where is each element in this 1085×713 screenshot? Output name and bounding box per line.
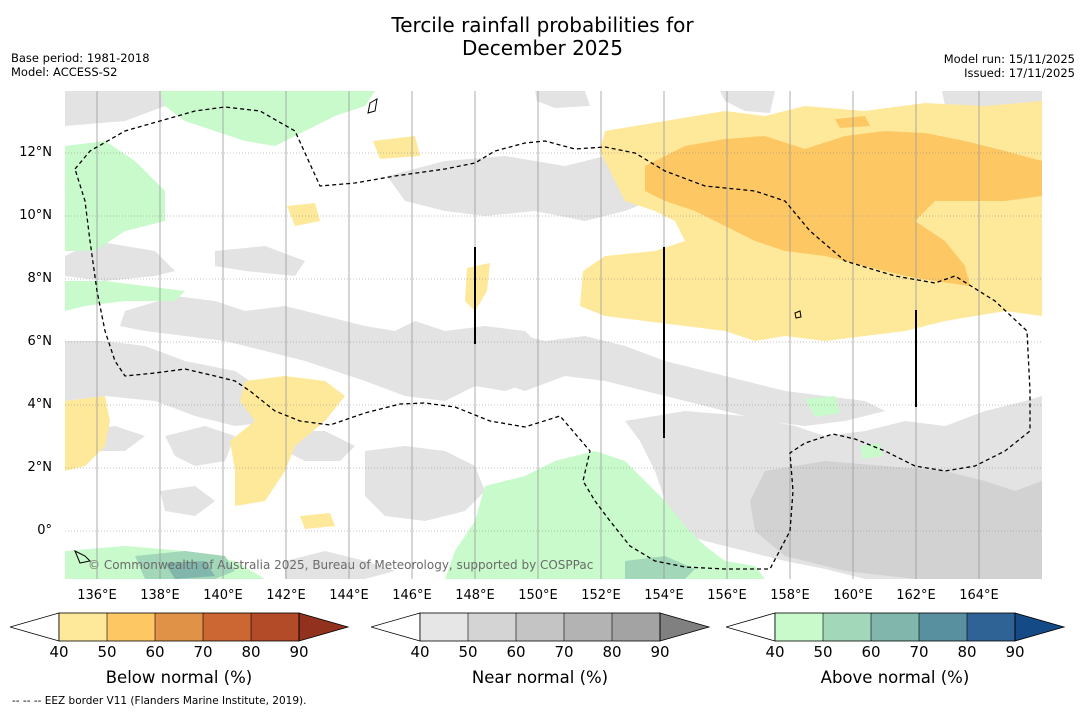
lon-label-150e: 150°E	[518, 588, 558, 603]
lat-label-2n: 2°N	[27, 460, 53, 475]
lat-label-4n: 4°N	[27, 397, 53, 412]
lon-label-158e: 158°E	[770, 588, 810, 603]
map-meridians	[96, 91, 980, 579]
cb-below-title: Below normal (%)	[105, 668, 253, 687]
cb-near-seg-1	[420, 613, 468, 641]
lon-label-162e: 162°E	[896, 588, 936, 603]
lon-label-148e: 148°E	[455, 588, 495, 603]
cb-above-seg-3	[871, 613, 919, 641]
lon-label-142e: 142°E	[266, 588, 306, 603]
cb-above-tick-60: 60	[861, 643, 881, 661]
lon-label-140e: 140°E	[203, 588, 243, 603]
cb-near-tick-70: 70	[554, 643, 574, 661]
cb-above-seg-5	[967, 613, 1015, 641]
cb-below-seg-2	[107, 613, 155, 641]
cb-above-tick-90: 90	[1005, 643, 1025, 661]
cb-below-seg-4	[203, 613, 251, 641]
footer-note: -- -- -- EEZ border V11 (Flanders Marine…	[12, 695, 307, 707]
cb-below-tick-80: 80	[241, 643, 261, 661]
cb-below-seg-0	[10, 612, 60, 642]
cb-above-seg-0	[726, 612, 776, 642]
cb-below-tick-40: 40	[49, 643, 69, 661]
cb-above-seg-4	[919, 613, 967, 641]
cb-above-tick-50: 50	[813, 643, 833, 661]
cb-near-seg-0	[371, 612, 421, 642]
issued-date: Issued: 17/11/2025	[964, 66, 1075, 80]
cb-above-tick-40: 40	[765, 643, 785, 661]
copyright-text: © Commonwealth of Australia 2025, Bureau…	[88, 558, 593, 572]
cb-near-tick-50: 50	[458, 643, 478, 661]
cb-near-seg-6	[659, 612, 711, 642]
cb-near-tick-80: 80	[602, 643, 622, 661]
cb-below-tick-50: 50	[97, 643, 117, 661]
colorbar-below-normal	[10, 612, 350, 642]
boundary-lines	[474, 247, 917, 438]
cb-below-tick-90: 90	[289, 643, 309, 661]
lon-label-154e: 154°E	[644, 588, 684, 603]
lat-label-10n: 10°N	[19, 208, 52, 223]
cb-above-seg-2	[823, 613, 871, 641]
colorbar-near-normal	[371, 612, 711, 642]
cb-near-seg-4	[564, 613, 612, 641]
lon-label-146e: 146°E	[392, 588, 432, 603]
lat-label-6n: 6°N	[27, 334, 53, 349]
lon-label-138e: 138°E	[140, 588, 180, 603]
meta-left: Base period: 1981-2018 Model: ACCESS-S2	[11, 51, 150, 79]
cb-above-seg-6	[1014, 612, 1066, 642]
colorbar-above-normal	[726, 612, 1066, 642]
title-line-2: December 2025	[462, 36, 623, 60]
lat-label-12n: 12°N	[19, 145, 52, 160]
map-title: Tercile rainfall probabilities for Decem…	[0, 14, 1085, 60]
islands	[74, 98, 802, 564]
cb-below-seg-3	[155, 613, 203, 641]
lat-label-8n: 8°N	[27, 271, 53, 286]
lon-label-156e: 156°E	[707, 588, 747, 603]
cb-near-tick-40: 40	[410, 643, 430, 661]
eez-border	[74, 106, 1031, 570]
cb-near-seg-5	[612, 613, 660, 641]
cb-near-tick-60: 60	[506, 643, 526, 661]
map-plot: © Commonwealth of Australia 2025, Bureau…	[65, 91, 1042, 579]
meta-right: Model run: 15/11/2025 Issued: 17/11/2025	[944, 52, 1075, 80]
cb-near-title: Near normal (%)	[471, 668, 609, 687]
cb-below-tick-70: 70	[193, 643, 213, 661]
lon-label-160e: 160°E	[833, 588, 873, 603]
map-gridlines	[65, 152, 1042, 532]
lon-label-136e: 136°E	[77, 588, 117, 603]
model-name: Model: ACCESS-S2	[11, 65, 118, 79]
model-run: Model run: 15/11/2025	[943, 52, 1075, 66]
lon-label-144e: 144°E	[329, 588, 369, 603]
cb-near-seg-3	[516, 613, 564, 641]
lon-label-152e: 152°E	[581, 588, 621, 603]
cb-near-seg-2	[468, 613, 516, 641]
cb-above-tick-70: 70	[909, 643, 929, 661]
cb-below-seg-1	[59, 613, 107, 641]
title-line-1: Tercile rainfall probabilities for	[391, 13, 694, 37]
cb-below-tick-60: 60	[145, 643, 165, 661]
lon-label-164e: 164°E	[959, 588, 999, 603]
near-normal-darker	[750, 461, 1042, 579]
cb-above-title: Above normal (%)	[820, 668, 970, 687]
lat-label-0: 0°	[37, 523, 52, 538]
cb-below-seg-6	[298, 612, 350, 642]
cb-above-seg-1	[775, 613, 823, 641]
cb-above-tick-80: 80	[957, 643, 977, 661]
cb-below-seg-5	[251, 613, 299, 641]
cb-near-tick-90: 90	[650, 643, 670, 661]
base-period: Base period: 1981-2018	[11, 51, 150, 65]
